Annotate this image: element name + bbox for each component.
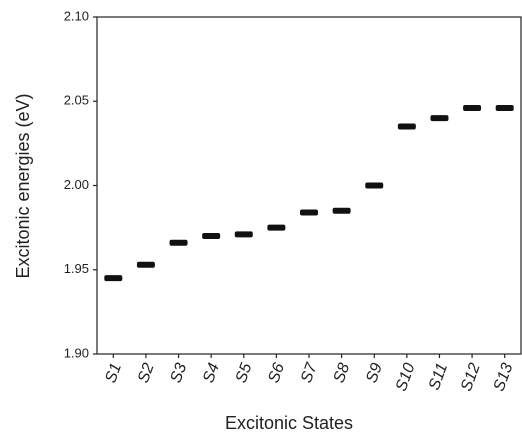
x-axis-title: Excitonic States [225,413,353,433]
level-mark [234,231,253,238]
x-tick-label: S10 [393,361,419,394]
y-axis-title: Excitonic energies (eV) [13,93,33,278]
y-tick-label: 2.05 [64,93,89,108]
y-tick-label: 2.10 [64,8,89,23]
x-tick-label: S7 [298,360,321,385]
x-tick-label: S13 [491,361,517,394]
level-mark [300,209,318,216]
level-mark [365,182,384,189]
x-tick-label: S3 [168,361,191,385]
plot-frame [96,16,522,355]
x-tick-label: S12 [458,361,484,394]
level-mark [397,123,416,130]
level-mark [332,207,351,214]
x-tick-label: S1 [102,361,125,385]
y-tick-label: 1.95 [64,261,89,276]
x-tick-label: S2 [135,361,158,385]
x-tick-label: S4 [200,361,223,385]
x-tick-label: S11 [426,361,451,392]
y-tick-label: 1.90 [64,345,89,360]
x-tick-label: S8 [331,361,354,385]
level-mark [495,104,514,111]
x-tick-label: S6 [265,361,288,385]
y-tick-label: 2.00 [64,177,89,192]
x-tick-label: S5 [233,361,256,385]
level-mark [136,261,155,268]
level-mark [104,275,123,282]
x-tick-label: S9 [363,361,386,385]
level-mark [202,233,221,240]
level-mark [267,224,286,231]
level-mark [463,104,482,111]
level-mark [430,115,449,122]
level-mark [169,239,188,246]
